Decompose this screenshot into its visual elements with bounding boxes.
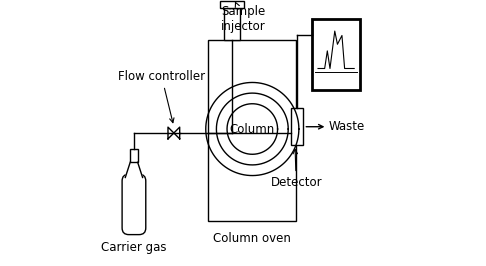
Text: Flow controller: Flow controller <box>118 70 205 123</box>
Text: Sample
injector: Sample injector <box>221 2 265 33</box>
Text: Column: Column <box>230 123 275 135</box>
Text: Waste: Waste <box>329 120 365 133</box>
Text: Detector: Detector <box>270 149 322 189</box>
Text: Column oven: Column oven <box>213 232 291 245</box>
Bar <box>208 40 296 221</box>
Bar <box>292 108 303 145</box>
Bar <box>130 149 138 162</box>
Bar <box>312 19 360 90</box>
Bar <box>225 8 241 40</box>
Bar <box>220 1 244 8</box>
Polygon shape <box>125 162 142 177</box>
FancyBboxPatch shape <box>122 174 146 235</box>
Text: Carrier gas: Carrier gas <box>101 241 167 254</box>
